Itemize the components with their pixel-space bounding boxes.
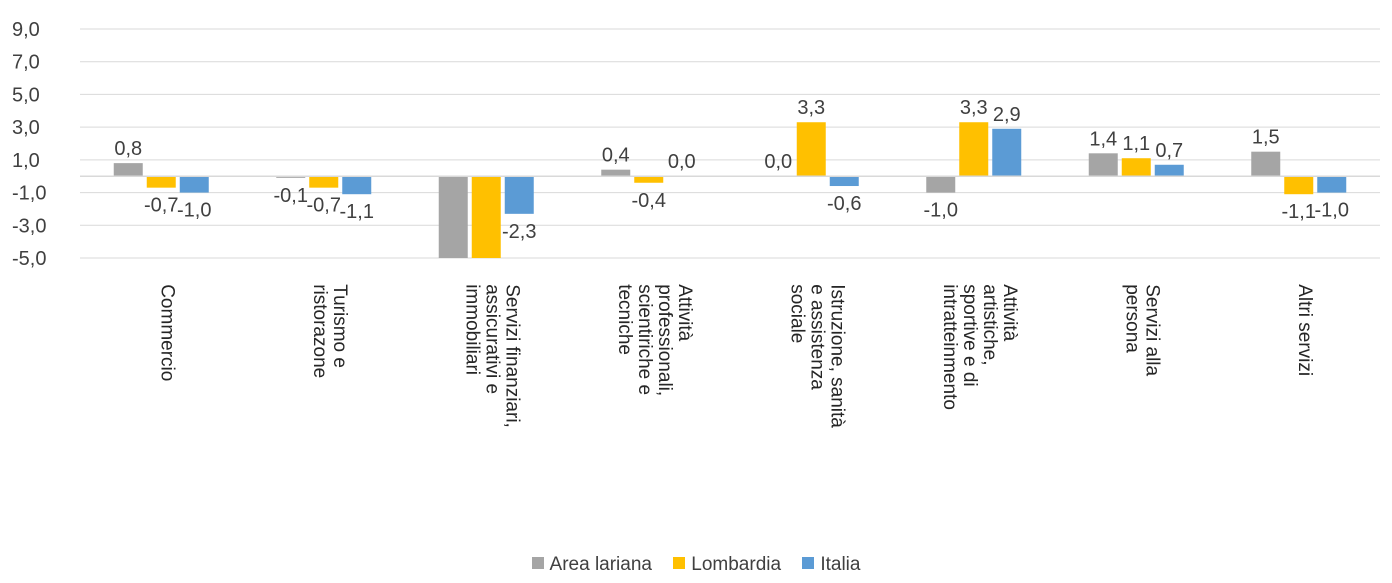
category-label: persona bbox=[1121, 284, 1142, 353]
bar bbox=[504, 176, 534, 214]
bar bbox=[276, 176, 306, 178]
data-label: 2,9 bbox=[993, 104, 1021, 126]
category-label: artistiche, bbox=[979, 284, 1000, 365]
bar bbox=[1154, 164, 1184, 177]
bar bbox=[471, 176, 501, 258]
data-label: -1,1 bbox=[1282, 201, 1316, 223]
data-label: 3,3 bbox=[960, 97, 988, 119]
category-label: sociale bbox=[786, 284, 807, 343]
data-label: -0,4 bbox=[632, 190, 666, 212]
category-label: Altri servizi bbox=[1294, 284, 1315, 376]
data-label: -0,7 bbox=[144, 195, 178, 217]
category-label: immobiliari bbox=[461, 284, 482, 375]
category-label: assicurativi e bbox=[481, 284, 502, 394]
bar bbox=[309, 176, 339, 188]
bar bbox=[1121, 158, 1151, 177]
y-tick-label: 7,0 bbox=[12, 52, 40, 74]
bar bbox=[438, 176, 468, 258]
legend-item-lombardia: Lombardia bbox=[673, 554, 781, 576]
data-label: -1,0 bbox=[924, 200, 958, 222]
bar bbox=[796, 122, 826, 177]
legend-label-area-lariana: Area lariana bbox=[549, 554, 652, 575]
legend-item-italia: Italia bbox=[802, 554, 860, 576]
data-label: -2,3 bbox=[502, 221, 536, 243]
data-label: -1,0 bbox=[1315, 200, 1349, 222]
bars bbox=[113, 122, 1347, 258]
category-label: e assistenza bbox=[806, 284, 827, 390]
category-label: Attività bbox=[674, 284, 695, 341]
data-label: -1,0 bbox=[177, 200, 211, 222]
category-label: Servizi finanziari, bbox=[501, 284, 522, 428]
legend-swatch-area-lariana bbox=[531, 556, 544, 569]
legend-swatch-italia bbox=[802, 556, 815, 569]
bar bbox=[634, 176, 664, 183]
category-label: Attività bbox=[999, 284, 1020, 341]
data-labels: 0,8-0,7-1,0-0,1-0,7-1,1-2,30,4-0,40,0 0,0… bbox=[114, 97, 1349, 243]
bar bbox=[146, 176, 176, 188]
bar bbox=[1251, 151, 1281, 177]
legend-label-lombardia: Lombardia bbox=[691, 554, 782, 575]
data-label: 0,4 bbox=[602, 145, 630, 167]
data-label: -0,1 bbox=[274, 185, 308, 207]
data-label: 3,3 bbox=[797, 97, 825, 119]
y-tick-label: 5,0 bbox=[12, 84, 40, 106]
bar bbox=[179, 176, 209, 193]
category-label: intratteinmento bbox=[939, 284, 960, 410]
y-axis-ticks: 9,0 7,0 5,0 3,0 1,0 -1,0 -3,0 -5,0 bbox=[12, 19, 46, 270]
y-tick-label: 9,0 bbox=[12, 19, 40, 41]
data-label: 0,8 bbox=[114, 138, 142, 160]
bar bbox=[113, 163, 143, 177]
data-label: 0,7 bbox=[1155, 140, 1183, 162]
data-label: -0,7 bbox=[307, 195, 341, 217]
bar bbox=[829, 176, 859, 187]
data-label: 1,4 bbox=[1089, 128, 1117, 150]
category-label: Commercio bbox=[156, 284, 177, 381]
legend: Area lariana Lombardia Italia bbox=[0, 554, 1392, 576]
category-label: sportive e di bbox=[959, 284, 980, 386]
data-label: -0,6 bbox=[827, 193, 861, 215]
bar bbox=[601, 169, 631, 177]
bar bbox=[992, 128, 1022, 177]
bar-chart: 9,07,05,03,01,0-1,0-3,0-5,0 0,8-0,7-1,0-… bbox=[12, 19, 1380, 428]
y-tick-label: -3,0 bbox=[12, 215, 46, 237]
gridlines bbox=[80, 28, 1380, 259]
category-label: Servizi alla bbox=[1141, 284, 1162, 376]
legend-item-area-lariana: Area lariana bbox=[531, 554, 652, 576]
category-label: tecniche bbox=[614, 284, 635, 355]
bar bbox=[1284, 176, 1314, 195]
y-tick-label: 3,0 bbox=[12, 117, 40, 139]
data-label: 1,5 bbox=[1252, 127, 1280, 149]
legend-label-italia: Italia bbox=[820, 554, 861, 575]
legend-swatch-lombardia bbox=[673, 556, 686, 569]
data-label: -1,1 bbox=[340, 201, 374, 223]
bar bbox=[342, 176, 372, 195]
bar bbox=[1317, 176, 1347, 193]
bar bbox=[926, 176, 956, 193]
y-tick-label: -5,0 bbox=[12, 248, 46, 270]
category-label: Istruzione, sanità bbox=[826, 284, 847, 428]
bar bbox=[1088, 153, 1118, 177]
category-label: scientiriche e bbox=[634, 284, 655, 395]
category-label: Turismo e bbox=[329, 284, 350, 368]
data-label: 0,0 bbox=[764, 151, 792, 173]
data-label: 1,1 bbox=[1122, 133, 1150, 155]
category-label: ristorazone bbox=[309, 284, 330, 378]
data-label: 0,0 bbox=[668, 151, 696, 173]
category-label: professionali, bbox=[654, 284, 675, 396]
y-tick-label: 1,0 bbox=[12, 150, 40, 172]
bar bbox=[959, 122, 989, 177]
y-tick-label: -1,0 bbox=[12, 183, 46, 205]
